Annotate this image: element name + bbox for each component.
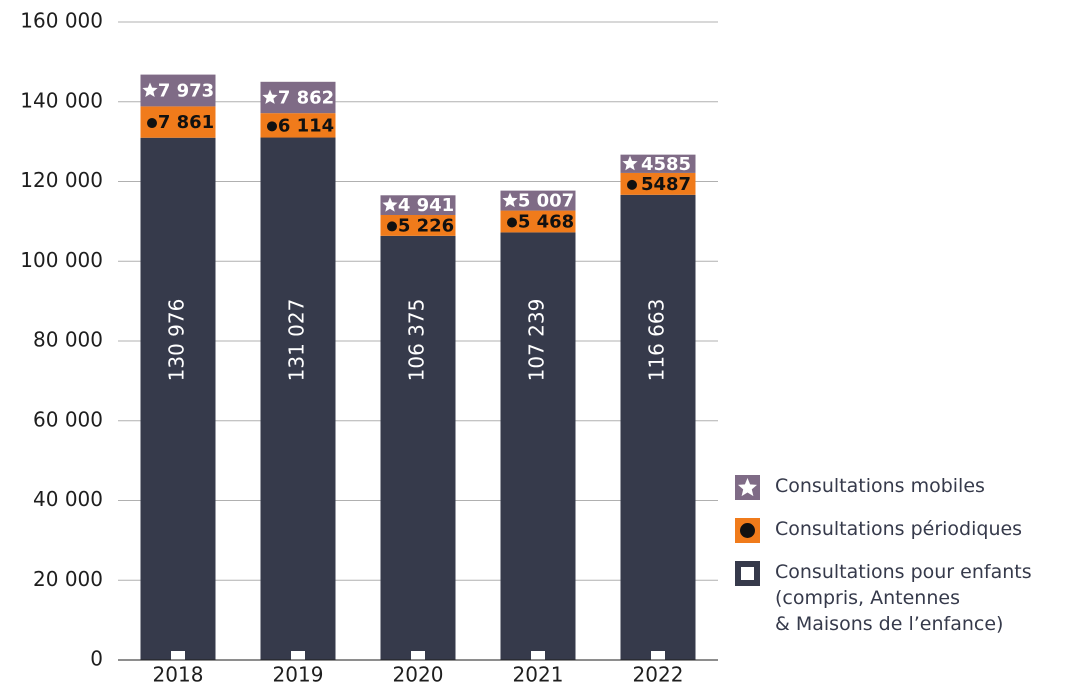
x-tick-label: 2021 [513, 663, 564, 687]
x-tick-label: 2020 [393, 663, 444, 687]
y-tick-label: 60 000 [33, 407, 103, 431]
value-label: 107 239 [525, 299, 549, 382]
value-label: 6 114 [278, 115, 334, 136]
y-tick-label: 160 000 [20, 9, 103, 33]
bar-segment [380, 214, 456, 236]
y-tick-label: 40 000 [33, 487, 103, 511]
value-label: 130 976 [165, 299, 189, 382]
value-label: 5 226 [398, 215, 454, 236]
star-icon [502, 192, 518, 208]
y-tick-label: 100 000 [20, 248, 103, 272]
star-icon [262, 89, 278, 104]
value-label: 7 973 [158, 80, 214, 101]
circle-icon [267, 121, 277, 132]
value-label: 5 007 [518, 191, 574, 212]
bar-segment [620, 154, 696, 173]
circle-icon [507, 217, 517, 228]
bar-segment [500, 232, 576, 660]
value-label: 116 663 [645, 299, 669, 382]
bar-segment [500, 190, 576, 211]
star-icon [622, 155, 638, 171]
value-label: 4585 [641, 154, 691, 175]
value-label: 7 862 [278, 87, 334, 108]
star-icon [738, 478, 757, 497]
value-label: 5 468 [518, 211, 574, 232]
circle-icon [387, 221, 397, 232]
value-label: 4 941 [398, 195, 454, 216]
square-icon [291, 651, 305, 665]
square-icon [171, 651, 185, 665]
bar-segment [500, 210, 576, 233]
bar-segment [380, 195, 456, 215]
y-tick-label: 120 000 [20, 168, 103, 192]
y-tick-label: 80 000 [33, 328, 103, 352]
square-icon [531, 651, 545, 665]
bar-segment [620, 172, 696, 195]
bar-segment [260, 137, 336, 660]
square-icon [411, 651, 425, 665]
legend-label: Consultations pour enfants (compris, Ant… [775, 561, 1032, 635]
legend-label: Consultations mobiles [775, 475, 985, 497]
x-tick-label: 2022 [633, 663, 684, 687]
x-tick-label: 2019 [273, 663, 324, 687]
star-icon [142, 82, 158, 97]
square-icon [651, 651, 665, 665]
circle-icon [147, 118, 157, 129]
y-tick-label: 0 [90, 647, 103, 671]
x-tick-label: 2018 [153, 663, 204, 687]
value-label: 7 861 [158, 112, 214, 133]
bar-segment [380, 235, 456, 660]
value-label: 5487 [641, 174, 691, 195]
y-tick-label: 140 000 [20, 88, 103, 112]
legend-label: Consultations périodiques [775, 518, 1023, 540]
value-label: 131 027 [285, 299, 309, 382]
star-icon [382, 197, 398, 212]
y-tick-label: 20 000 [33, 567, 103, 591]
circle-icon [627, 179, 637, 190]
legend-icon [741, 567, 754, 580]
bar-segment [140, 137, 216, 660]
value-label: 106 375 [405, 299, 429, 382]
legend-icon [740, 523, 755, 538]
bar-segment [620, 194, 696, 661]
